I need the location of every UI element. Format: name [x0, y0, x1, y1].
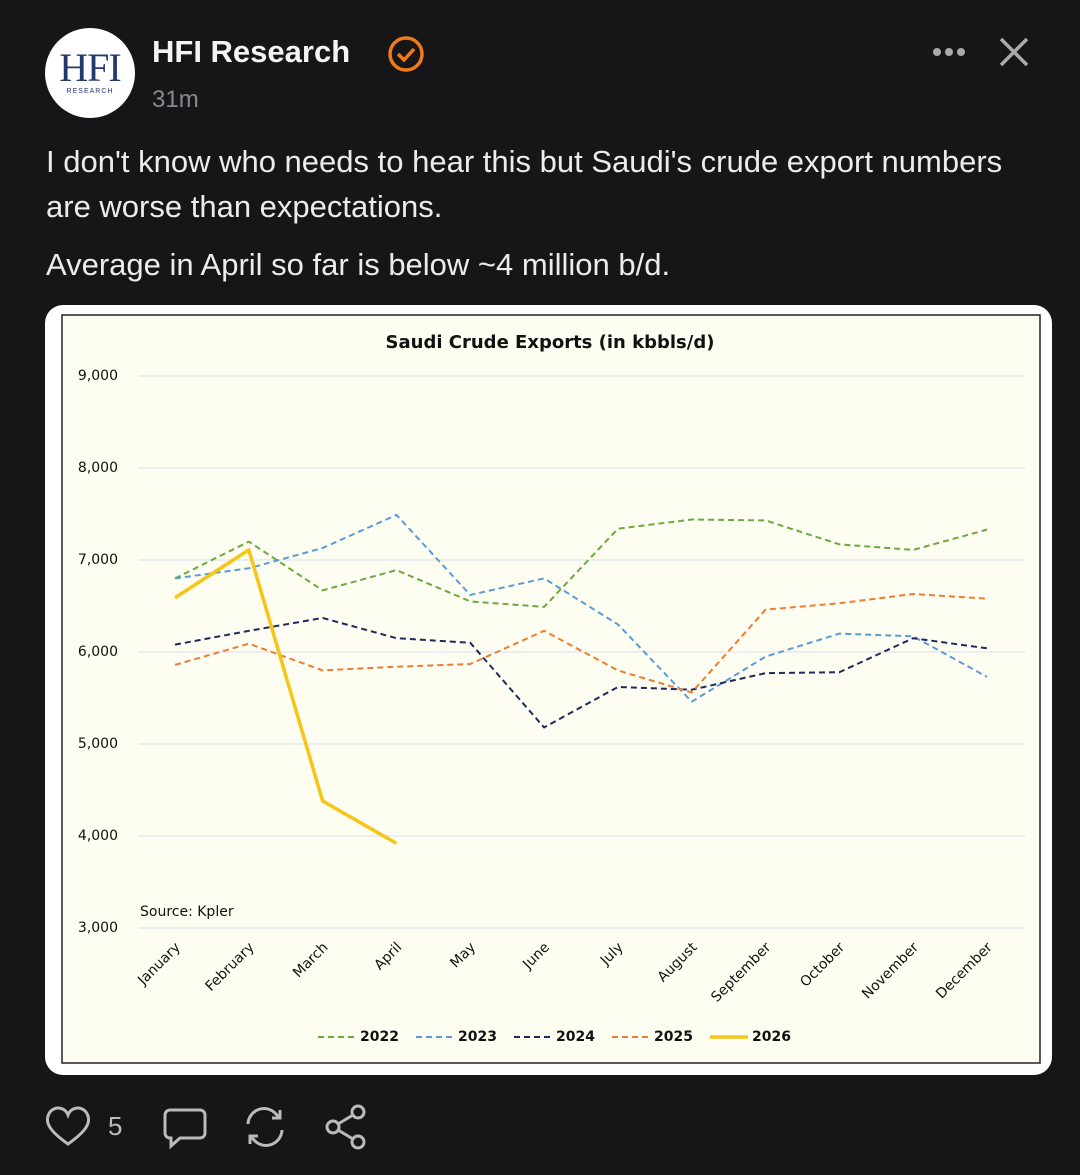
post-text: I don't know who needs to hear this but … — [46, 144, 1003, 224]
timestamp: 31m — [152, 86, 199, 113]
annotation: Source: Kpler — [140, 904, 234, 920]
series-line — [174, 616, 988, 729]
y-tick-label: 5,000 — [78, 736, 118, 752]
y-tick-label: 6,000 — [78, 644, 118, 660]
legend-label: 2026 — [752, 1029, 791, 1045]
share-icon[interactable] — [325, 1104, 366, 1150]
avatar[interactable]: HFI RESEARCH — [45, 28, 135, 118]
logo-subtext: RESEARCH — [66, 88, 114, 95]
repost-icon[interactable] — [246, 1107, 284, 1147]
y-tick-label: 4,000 — [78, 828, 118, 844]
action-bar — [45, 1104, 366, 1150]
y-tick-label: 7,000 — [78, 552, 118, 568]
y-tick-label: 9,000 — [78, 368, 118, 384]
like-icon[interactable] — [45, 1106, 91, 1146]
chart-title: Saudi Crude Exports (in kbbls/d) — [386, 332, 715, 353]
legend-label: 2025 — [654, 1029, 693, 1045]
reply-icon[interactable] — [163, 1108, 207, 1150]
image-card[interactable]: Saudi Crude Exports (in kbbls/d) Source:… — [45, 305, 1052, 1075]
series-line — [174, 518, 988, 608]
series-line — [174, 593, 988, 694]
chart: Saudi Crude Exports (in kbbls/d) Source:… — [61, 314, 1041, 1064]
like-count: 5 — [108, 1111, 123, 1141]
header-actions[interactable] — [925, 35, 1035, 71]
verified-badge — [388, 36, 424, 72]
series-line — [174, 548, 398, 845]
logo-text: HFI — [59, 45, 121, 90]
legend-label: 2024 — [556, 1029, 595, 1045]
y-tick-label: 8,000 — [78, 460, 118, 476]
legend-label: 2023 — [458, 1029, 497, 1045]
author-name[interactable]: HFI Research — [152, 34, 351, 69]
legend-label: 2022 — [360, 1029, 399, 1045]
chart-frame — [61, 314, 1041, 1064]
y-tick-label: 3,000 — [78, 920, 118, 936]
post-text: Average in April so far is below ~4 mill… — [46, 247, 671, 282]
